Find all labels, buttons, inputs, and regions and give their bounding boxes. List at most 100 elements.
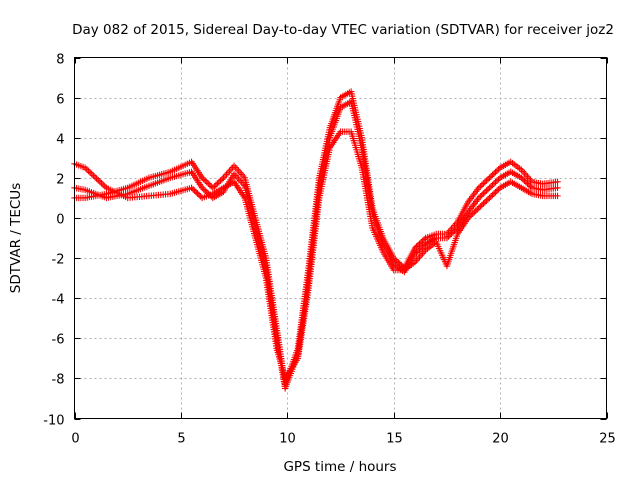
data-point <box>495 176 502 183</box>
x-tick-label: 10 <box>279 432 296 447</box>
data-point <box>198 174 206 182</box>
data-point <box>486 194 493 202</box>
data-point <box>98 180 105 187</box>
x-tick-label: 15 <box>386 432 403 447</box>
data-point <box>200 186 207 193</box>
data-point <box>493 177 501 184</box>
data-point <box>202 177 209 184</box>
data-point <box>99 181 107 188</box>
y-tick-label: -10 <box>43 414 64 429</box>
data-point <box>211 183 218 190</box>
data-point <box>416 246 423 253</box>
data-point <box>86 169 94 176</box>
x-tick-label: 5 <box>177 432 185 447</box>
data-point <box>480 190 487 197</box>
data-point <box>477 203 484 210</box>
data-point <box>477 183 484 190</box>
data-point <box>527 183 534 190</box>
data-point <box>484 186 492 193</box>
data-point <box>198 184 206 192</box>
data-point <box>489 171 496 179</box>
data-point <box>492 178 499 186</box>
data-points <box>71 88 561 392</box>
data-point <box>490 170 498 177</box>
data-point <box>212 181 220 189</box>
data-point <box>487 173 495 180</box>
data-point <box>446 231 454 239</box>
data-point <box>218 176 226 183</box>
data-point <box>481 188 489 196</box>
data-point <box>215 178 223 186</box>
data-point <box>449 229 457 236</box>
data-point <box>486 184 493 192</box>
data-point <box>492 188 499 196</box>
data-point <box>414 241 422 249</box>
data-point <box>478 191 486 199</box>
y-tick-label: -4 <box>52 293 65 308</box>
data-point <box>95 176 102 184</box>
data-point <box>189 186 197 193</box>
x-tick-label: 20 <box>492 432 509 447</box>
data-point <box>96 178 104 185</box>
data-point <box>90 172 97 179</box>
data-point <box>484 176 492 183</box>
data-point <box>188 184 195 192</box>
plot-frame <box>74 57 607 419</box>
x-tick-label: 25 <box>599 432 616 447</box>
y-tick-label: 4 <box>56 133 64 148</box>
data-point <box>466 213 473 220</box>
series-track-3 <box>71 128 561 382</box>
data-point <box>480 200 487 207</box>
y-tick-label: -8 <box>52 373 65 388</box>
data-point <box>518 174 525 182</box>
data-point <box>417 239 425 246</box>
data-point <box>554 178 561 186</box>
data-point <box>495 166 502 173</box>
y-tick-label: 6 <box>56 93 64 108</box>
data-point <box>217 177 224 184</box>
data-point <box>486 174 493 182</box>
data-point <box>209 184 217 192</box>
data-point <box>448 230 455 237</box>
data-point <box>468 211 475 219</box>
data-point <box>495 186 502 193</box>
data-point <box>490 180 498 187</box>
data-point <box>480 180 487 187</box>
data-point <box>91 173 99 181</box>
data-point <box>478 201 486 209</box>
data-point <box>464 214 472 222</box>
data-point <box>521 177 528 184</box>
data-point <box>393 257 400 265</box>
data-point <box>202 187 209 194</box>
data-point <box>200 176 207 183</box>
data-point <box>477 193 484 200</box>
data-point <box>481 178 489 186</box>
data-point <box>525 181 533 189</box>
data-point <box>519 176 527 183</box>
data-point <box>452 226 460 233</box>
data-point <box>478 181 486 189</box>
data-point <box>85 167 92 175</box>
chart-title: Day 082 of 2015, Sidereal Day-to-day VTE… <box>72 22 614 38</box>
data-point <box>483 177 490 184</box>
y-axis-label: SDTVAR / TECUs <box>8 183 24 293</box>
data-point <box>493 167 501 174</box>
data-point <box>203 178 210 186</box>
data-point <box>416 240 423 247</box>
data-point <box>524 180 531 187</box>
data-point <box>489 191 496 199</box>
data-point <box>522 178 530 186</box>
data-point <box>483 187 490 194</box>
x-tick-label: 0 <box>71 432 79 447</box>
data-point <box>492 168 499 176</box>
data-point <box>471 209 478 216</box>
data-point <box>451 227 458 235</box>
data-point <box>487 183 495 190</box>
data-point <box>197 193 204 200</box>
data-point <box>474 206 481 213</box>
data-point <box>420 236 428 243</box>
data-point <box>487 193 495 200</box>
data-point <box>472 207 479 214</box>
data-point <box>413 249 420 256</box>
data-point <box>443 234 451 242</box>
